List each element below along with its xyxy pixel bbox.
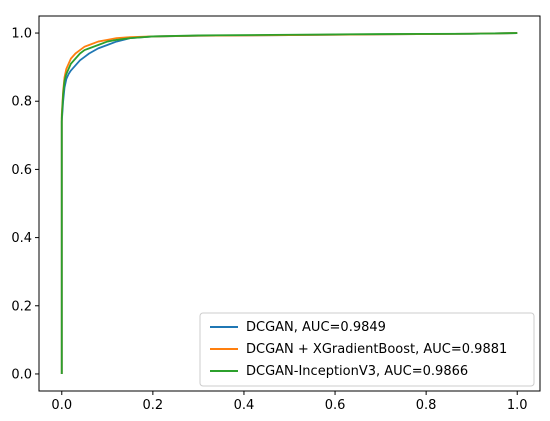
y-tick-label: 0.8 — [11, 95, 32, 110]
x-tick-label: 0.0 — [51, 398, 72, 413]
x-axis: 0.0 0.2 0.4 0.6 0.8 1.0 — [51, 391, 528, 413]
x-tick-label: 0.2 — [143, 398, 164, 413]
x-tick-label: 1.0 — [507, 398, 528, 413]
y-tick-label: 1.0 — [11, 27, 32, 42]
legend-label-dcgan-xgradientboost: DCGAN + XGradientBoost, AUC=0.9881 — [246, 342, 507, 357]
legend: DCGAN, AUC=0.9849 DCGAN + XGradientBoost… — [199, 312, 535, 387]
y-tick-label: 0.6 — [11, 163, 32, 178]
x-tick-label: 0.8 — [416, 398, 437, 413]
y-tick-label: 0.2 — [11, 299, 32, 314]
legend-label-dcgan-inceptionv3: DCGAN-InceptionV3, AUC=0.9866 — [246, 364, 468, 379]
x-tick-label: 0.4 — [234, 398, 255, 413]
series-lines — [60, 32, 518, 374]
legend-label-dcgan: DCGAN, AUC=0.9849 — [246, 320, 386, 335]
series-line-dcgan-inceptionv3 — [60, 32, 518, 374]
y-tick-label: 0.0 — [11, 367, 32, 382]
legend-box — [199, 312, 535, 387]
y-tick-label: 0.4 — [11, 231, 32, 246]
x-tick-label: 0.6 — [325, 398, 346, 413]
y-axis: 0.0 0.2 0.4 0.6 0.8 1.0 — [11, 27, 39, 382]
